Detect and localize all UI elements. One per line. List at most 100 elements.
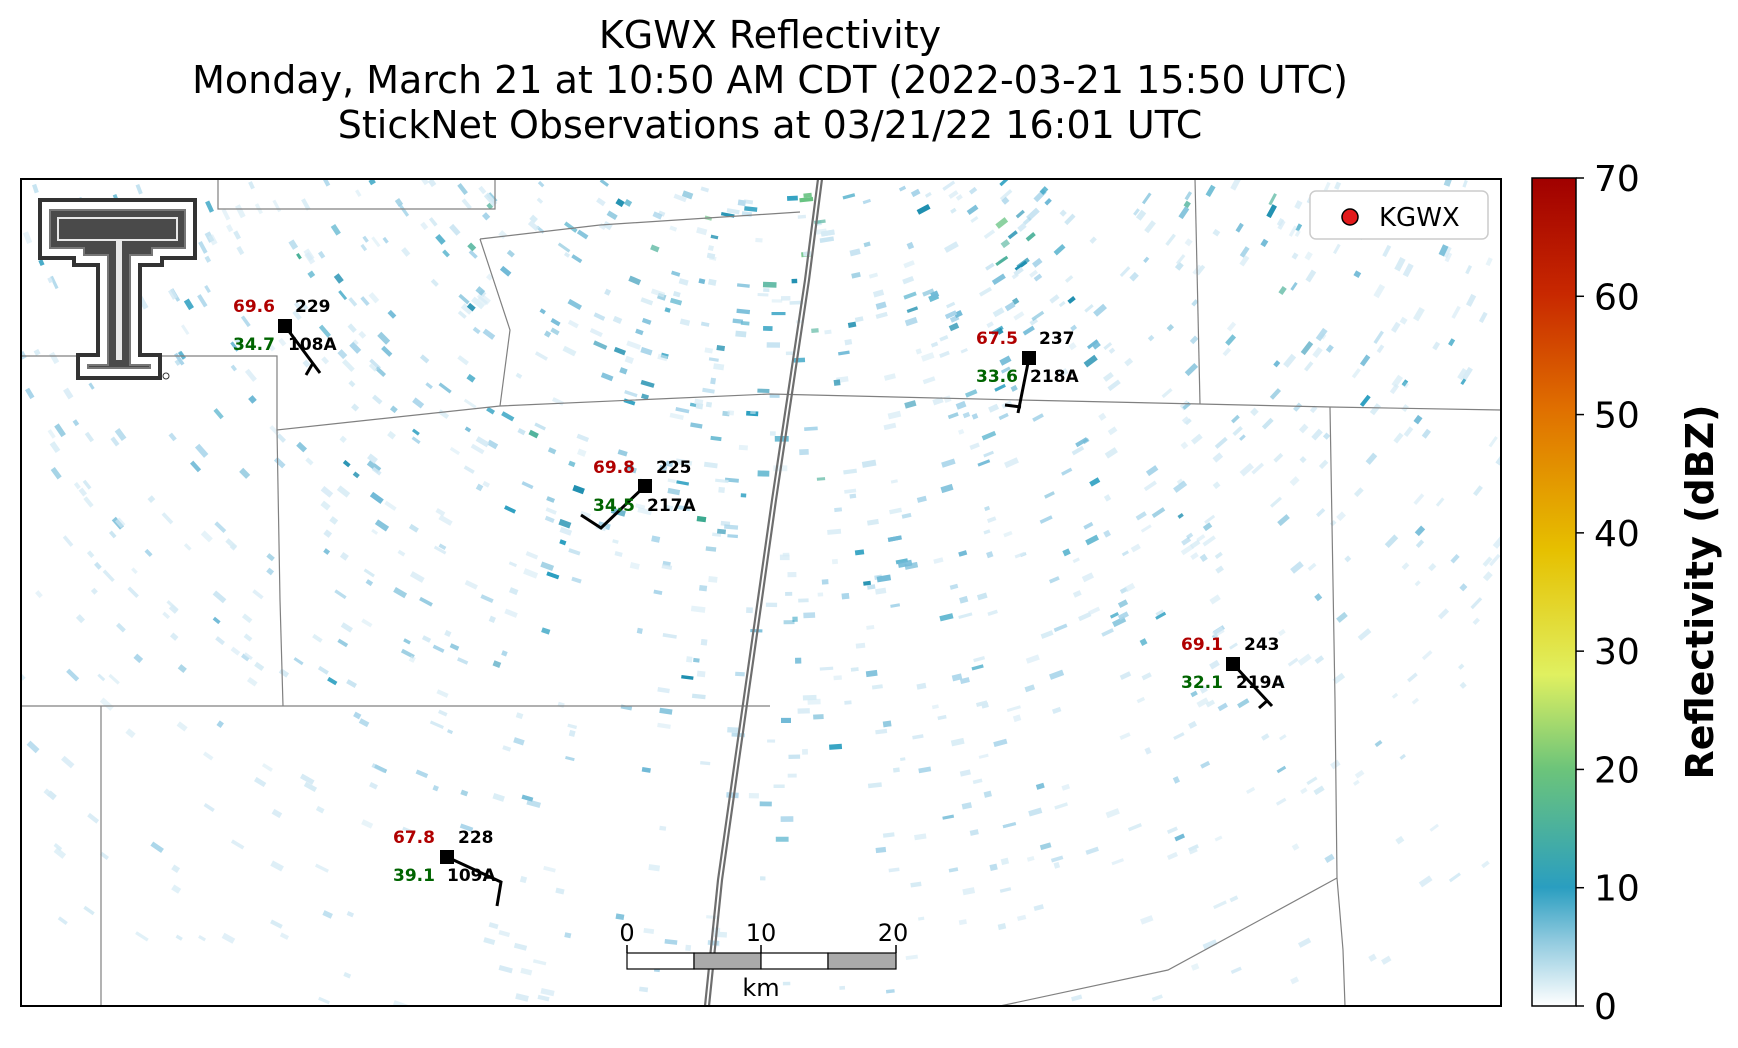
echo-gate bbox=[1054, 802, 1069, 810]
map-frame bbox=[20, 178, 1502, 1007]
echo-gate bbox=[1288, 225, 1298, 237]
echo-gate bbox=[1235, 222, 1244, 233]
echo-gate bbox=[999, 189, 1013, 201]
echo-gate bbox=[948, 322, 960, 332]
echo-gate bbox=[958, 919, 967, 926]
echo-gate bbox=[1059, 209, 1067, 217]
echo-gate bbox=[750, 410, 756, 415]
echo-gate bbox=[1071, 994, 1083, 1002]
echo-gate bbox=[1205, 699, 1216, 708]
echo-gate bbox=[540, 561, 555, 571]
echo-gate bbox=[651, 535, 661, 543]
echo-gate bbox=[411, 436, 421, 445]
echo-gate bbox=[1176, 478, 1184, 486]
echo-gate bbox=[1457, 368, 1468, 381]
echo-gate bbox=[1411, 697, 1420, 705]
echo-gate bbox=[686, 656, 693, 663]
echo-gate bbox=[1184, 238, 1193, 247]
echo-gate bbox=[939, 613, 954, 622]
echo-gate bbox=[339, 551, 349, 561]
station-109A: 67.8 228 39.1 109A bbox=[393, 828, 503, 907]
echo-gate bbox=[1173, 480, 1188, 493]
echo-gate bbox=[636, 627, 643, 634]
echo-gate bbox=[855, 642, 866, 649]
echo-gate bbox=[849, 493, 857, 499]
echo-gate bbox=[442, 249, 450, 258]
echo-gate bbox=[254, 661, 265, 671]
scale-label-20: 20 bbox=[878, 919, 909, 947]
echo-gate bbox=[786, 195, 798, 201]
echo-gate bbox=[1450, 553, 1460, 564]
echo-gate bbox=[1261, 733, 1270, 741]
echo-gate bbox=[1026, 855, 1035, 862]
echo-gate bbox=[1062, 548, 1071, 557]
echo-gate bbox=[875, 301, 887, 310]
echo-gate bbox=[593, 340, 608, 350]
echo-gate bbox=[653, 589, 663, 595]
echo-gate bbox=[978, 753, 989, 759]
echo-gate bbox=[1376, 344, 1385, 354]
echo-gate bbox=[904, 400, 917, 409]
echo-gate bbox=[1307, 562, 1317, 572]
echo-gate bbox=[1039, 842, 1052, 851]
echo-gate bbox=[679, 318, 691, 327]
echo-gate bbox=[606, 210, 618, 221]
echo-gate bbox=[200, 530, 213, 543]
echo-gate bbox=[49, 275, 59, 290]
echo-gate bbox=[1068, 342, 1077, 351]
echo-gate bbox=[241, 613, 253, 624]
echo-gate bbox=[773, 784, 785, 789]
echo-gate bbox=[230, 646, 241, 656]
echo-gate bbox=[1413, 414, 1423, 425]
echo-gate bbox=[707, 245, 714, 252]
echo-gate bbox=[279, 932, 290, 940]
echo-gate bbox=[1129, 271, 1139, 282]
echo-gate bbox=[464, 426, 472, 433]
echo-gate bbox=[883, 373, 896, 381]
station-218A: 67.5 237 33.6 218A bbox=[976, 329, 1079, 414]
echo-gate bbox=[371, 528, 379, 535]
echo-gate bbox=[1016, 914, 1027, 922]
echo-gate bbox=[471, 296, 485, 310]
echo-gate bbox=[1111, 858, 1124, 866]
echo-gate bbox=[1278, 628, 1286, 637]
echo-gate bbox=[986, 321, 994, 328]
echo-gate bbox=[783, 620, 795, 625]
echo-gate bbox=[1283, 353, 1297, 368]
echo-gate bbox=[486, 406, 496, 415]
echo-gate bbox=[1309, 405, 1318, 414]
echo-gate bbox=[769, 394, 780, 398]
echo-gate bbox=[73, 482, 81, 490]
echo-gate bbox=[523, 568, 539, 579]
echo-gate bbox=[667, 487, 681, 496]
echo-gate bbox=[871, 684, 883, 690]
echo-gate bbox=[1273, 452, 1284, 463]
echo-gate bbox=[803, 192, 812, 198]
highways bbox=[703, 179, 824, 1006]
echo-gate bbox=[819, 666, 834, 671]
echo-gate bbox=[545, 507, 557, 515]
echo-gate bbox=[133, 653, 144, 664]
echo-gate bbox=[1173, 732, 1185, 741]
colorbar-tick-label: 70 bbox=[1594, 159, 1640, 200]
echo-gate bbox=[1215, 565, 1224, 574]
echo-gate bbox=[1246, 786, 1256, 795]
echo-gate bbox=[657, 353, 668, 362]
echo-gate bbox=[86, 550, 95, 559]
echo-gate bbox=[1448, 338, 1456, 347]
echo-gate bbox=[696, 670, 706, 678]
echo-gate bbox=[63, 387, 74, 400]
echo-gate bbox=[234, 338, 245, 349]
echo-gate bbox=[208, 234, 218, 246]
echo-gate bbox=[293, 301, 304, 313]
echo-gate bbox=[83, 496, 94, 508]
echo-gate bbox=[66, 668, 80, 682]
echo-gate bbox=[1209, 659, 1220, 670]
echo-gate bbox=[1075, 437, 1089, 448]
station-219A: 69.1 243 32.1 219A bbox=[1181, 635, 1285, 710]
echo-gate bbox=[1278, 286, 1287, 296]
echo-gate bbox=[1266, 204, 1277, 218]
echo-gate bbox=[1459, 583, 1468, 592]
echo-gate bbox=[1279, 734, 1287, 741]
echo-gate bbox=[320, 500, 331, 511]
